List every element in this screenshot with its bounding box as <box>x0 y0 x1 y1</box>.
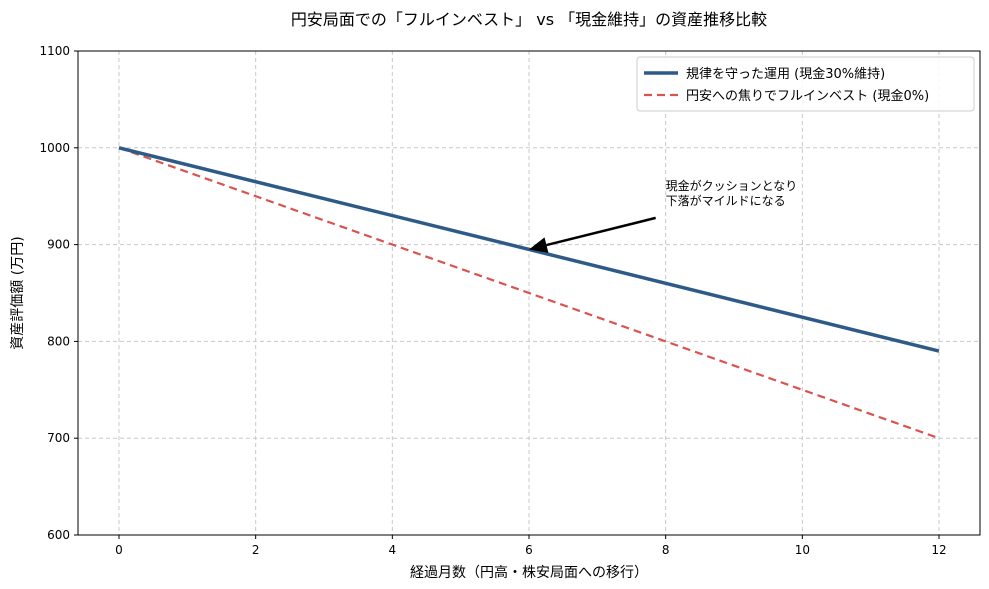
legend: 規律を守った運用 (現金30%維持) 円安への焦りでフルインベスト (現金0%) <box>636 56 975 112</box>
legend-label: 円安への焦りでフルインベスト (現金0%) <box>686 88 929 104</box>
annotation-text: 現金がクッションとなり下落がマイルドになる <box>666 178 798 208</box>
x-tick-label: 12 <box>931 543 946 557</box>
series-line <box>118 146 940 440</box>
x-tick-label: 6 <box>525 543 533 557</box>
y-tick-label: 700 <box>47 431 70 445</box>
annotation-line: 下落がマイルドになる <box>666 193 786 208</box>
y-tick-label: 800 <box>47 334 70 348</box>
annotation-arrow-line <box>546 216 656 247</box>
legend-box <box>636 56 975 112</box>
annotation: 現金がクッションとなり下落がマイルドになる <box>529 178 797 253</box>
y-axis-ticks: 600 700 800 900 1000 1100 <box>39 44 78 542</box>
y-tick-label: 1000 <box>39 141 70 155</box>
y-tick-label: 600 <box>47 528 70 542</box>
x-tick-label: 0 <box>115 543 123 557</box>
chart-title: 円安局面での「フルインベスト」 vs 「現金維持」の資産推移比較 <box>291 10 767 29</box>
legend-label: 規律を守った運用 (現金30%維持) <box>686 66 885 82</box>
x-tick-label: 4 <box>389 543 397 557</box>
y-tick-label: 1100 <box>39 44 70 58</box>
x-axis-ticks: 0 2 4 6 8 10 12 <box>115 535 947 557</box>
x-tick-label: 8 <box>662 543 670 557</box>
y-tick-label: 900 <box>47 238 70 252</box>
annotation-line: 現金がクッションとなり <box>666 178 798 193</box>
annotation-arrow-head <box>529 237 549 253</box>
x-tick-label: 10 <box>795 543 810 557</box>
x-axis-label: 経過月数（円高・株安局面への移行） <box>410 564 648 581</box>
x-tick-label: 2 <box>252 543 260 557</box>
y-axis-label: 資産評価額 (万円) <box>10 236 26 349</box>
